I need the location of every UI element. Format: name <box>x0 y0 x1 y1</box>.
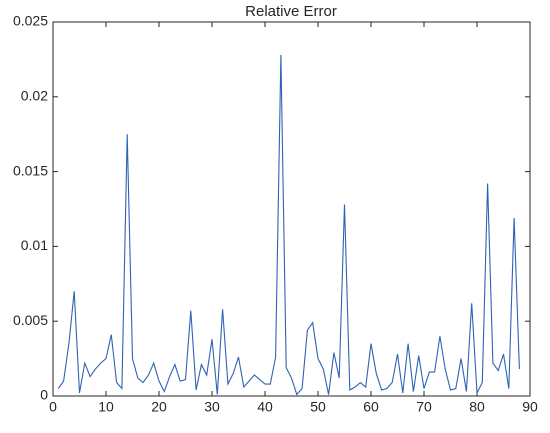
x-tick-label: 70 <box>416 399 432 415</box>
axes-box <box>52 21 531 397</box>
y-tick-label: 0 <box>40 387 48 403</box>
y-tick-label: 0.005 <box>13 312 48 328</box>
x-tick-label: 30 <box>204 399 220 415</box>
y-tick-label: 0.025 <box>13 13 48 29</box>
x-tick-label: 80 <box>469 399 485 415</box>
x-tick-label: 90 <box>522 399 538 415</box>
y-tick-label: 0.02 <box>21 88 48 104</box>
chart-title: Relative Error <box>245 3 337 20</box>
data-line <box>57 54 520 396</box>
x-tick-label: 0 <box>49 399 57 415</box>
x-tick-label: 40 <box>257 399 273 415</box>
x-tick-label: 20 <box>151 399 167 415</box>
x-tick-label: 60 <box>363 399 379 415</box>
y-tick-label: 0.01 <box>21 237 48 253</box>
x-tick-label: 50 <box>310 399 326 415</box>
y-tick-label: 0.015 <box>13 162 48 178</box>
x-tick-label: 10 <box>98 399 114 415</box>
